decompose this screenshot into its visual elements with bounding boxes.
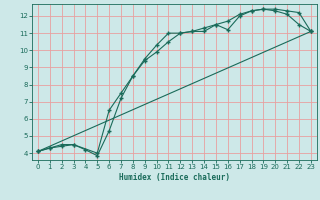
X-axis label: Humidex (Indice chaleur): Humidex (Indice chaleur) [119,173,230,182]
